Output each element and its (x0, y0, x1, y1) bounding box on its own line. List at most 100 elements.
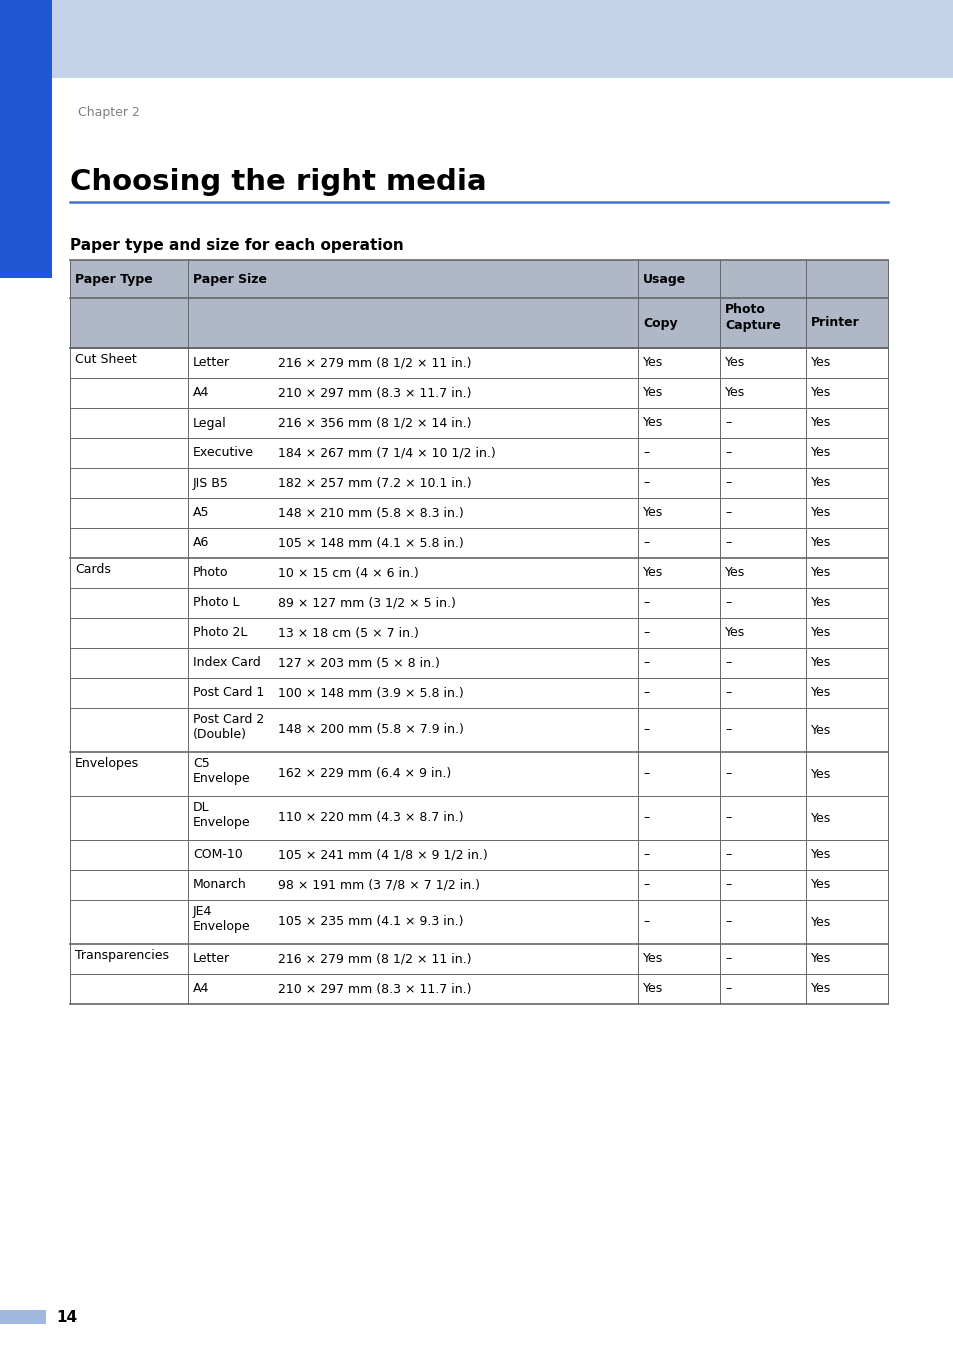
Text: –: – (642, 597, 649, 609)
Text: –: – (724, 446, 731, 460)
Bar (0, 78, 52, 278)
Text: –: – (724, 417, 731, 430)
Text: Yes: Yes (810, 446, 830, 460)
Text: Executive: Executive (193, 446, 253, 460)
Text: Yes: Yes (810, 387, 830, 399)
Text: –: – (642, 627, 649, 639)
Text: Yes: Yes (642, 356, 662, 369)
Text: 210 × 297 mm (8.3 × 11.7 in.): 210 × 297 mm (8.3 × 11.7 in.) (277, 983, 471, 996)
Text: Chapter 2: Chapter 2 (78, 106, 140, 119)
Text: Yes: Yes (810, 983, 830, 996)
Text: A6: A6 (193, 537, 209, 550)
Text: –: – (724, 537, 731, 550)
Text: Photo: Photo (193, 566, 229, 580)
Text: Yes: Yes (810, 811, 830, 825)
Text: 148 × 200 mm (5.8 × 7.9 in.): 148 × 200 mm (5.8 × 7.9 in.) (277, 724, 463, 736)
Text: 162 × 229 mm (6.4 × 9 in.): 162 × 229 mm (6.4 × 9 in.) (277, 767, 451, 780)
Text: JIS B5: JIS B5 (193, 476, 229, 489)
Bar (0, 0, 953, 78)
Text: Envelope: Envelope (193, 919, 251, 933)
Text: A4: A4 (193, 983, 209, 996)
Text: Yes: Yes (810, 879, 830, 891)
Text: Paper Size: Paper Size (193, 272, 267, 286)
Text: –: – (642, 915, 649, 929)
Text: JE4: JE4 (193, 905, 213, 918)
Text: A4: A4 (193, 387, 209, 399)
Text: Index Card: Index Card (193, 656, 260, 670)
Text: 105 × 235 mm (4.1 × 9.3 in.): 105 × 235 mm (4.1 × 9.3 in.) (277, 915, 463, 929)
Text: –: – (724, 915, 731, 929)
Text: Letter: Letter (193, 356, 230, 369)
Text: 127 × 203 mm (5 × 8 in.): 127 × 203 mm (5 × 8 in.) (277, 656, 439, 670)
Text: Yes: Yes (642, 507, 662, 519)
Text: Yes: Yes (810, 537, 830, 550)
Text: Envelope: Envelope (193, 772, 251, 785)
Text: Yes: Yes (810, 724, 830, 736)
Text: Yes: Yes (642, 983, 662, 996)
Text: –: – (642, 879, 649, 891)
Text: Paper Type: Paper Type (75, 272, 152, 286)
Text: –: – (724, 767, 731, 780)
Text: Yes: Yes (810, 953, 830, 965)
Text: Yes: Yes (810, 417, 830, 430)
Text: Yes: Yes (810, 356, 830, 369)
Text: Letter: Letter (193, 953, 230, 965)
Text: Legal: Legal (193, 417, 227, 430)
Text: Yes: Yes (724, 566, 744, 580)
Text: Monarch: Monarch (193, 879, 247, 891)
Text: (Double): (Double) (193, 728, 247, 741)
Text: –: – (724, 848, 731, 861)
Text: –: – (724, 983, 731, 996)
Text: –: – (642, 848, 649, 861)
Text: Yes: Yes (810, 507, 830, 519)
Text: Printer: Printer (810, 317, 859, 329)
Text: –: – (642, 686, 649, 700)
Text: 98 × 191 mm (3 7/8 × 7 1/2 in.): 98 × 191 mm (3 7/8 × 7 1/2 in.) (277, 879, 479, 891)
Bar (70, 348, 887, 1004)
Bar (0, 0, 52, 78)
Text: Post Card 1: Post Card 1 (193, 686, 264, 700)
Text: 184 × 267 mm (7 1/4 × 10 1/2 in.): 184 × 267 mm (7 1/4 × 10 1/2 in.) (277, 446, 496, 460)
Text: C5: C5 (193, 758, 210, 770)
Text: Cards: Cards (75, 563, 111, 576)
Text: Photo
Capture: Photo Capture (724, 303, 781, 332)
Bar (0, 1310, 46, 1324)
Text: Yes: Yes (724, 356, 744, 369)
Text: 182 × 257 mm (7.2 × 10.1 in.): 182 × 257 mm (7.2 × 10.1 in.) (277, 476, 471, 489)
Text: Yes: Yes (642, 953, 662, 965)
Text: –: – (642, 767, 649, 780)
Text: Yes: Yes (810, 566, 830, 580)
Text: –: – (642, 656, 649, 670)
Text: –: – (724, 879, 731, 891)
Text: Yes: Yes (642, 417, 662, 430)
Text: –: – (642, 476, 649, 489)
Text: –: – (724, 507, 731, 519)
Text: –: – (724, 724, 731, 736)
Text: Post Card 2: Post Card 2 (193, 713, 264, 727)
Bar (70, 260, 887, 348)
Text: Usage: Usage (642, 272, 685, 286)
Text: 148 × 210 mm (5.8 × 8.3 in.): 148 × 210 mm (5.8 × 8.3 in.) (277, 507, 463, 519)
Text: Envelopes: Envelopes (75, 758, 139, 770)
Text: Yes: Yes (810, 767, 830, 780)
Text: –: – (724, 597, 731, 609)
Text: Yes: Yes (810, 656, 830, 670)
Text: 105 × 241 mm (4 1/8 × 9 1/2 in.): 105 × 241 mm (4 1/8 × 9 1/2 in.) (277, 848, 487, 861)
Text: –: – (642, 446, 649, 460)
Text: Photo L: Photo L (193, 597, 239, 609)
Text: –: – (724, 656, 731, 670)
Text: Yes: Yes (810, 686, 830, 700)
Text: –: – (642, 537, 649, 550)
Text: DL: DL (193, 801, 210, 814)
Text: 210 × 297 mm (8.3 × 11.7 in.): 210 × 297 mm (8.3 × 11.7 in.) (277, 387, 471, 399)
Text: 13 × 18 cm (5 × 7 in.): 13 × 18 cm (5 × 7 in.) (277, 627, 418, 639)
Text: Envelope: Envelope (193, 816, 251, 829)
Text: Yes: Yes (724, 627, 744, 639)
Text: –: – (724, 476, 731, 489)
Text: Cut Sheet: Cut Sheet (75, 353, 136, 367)
Text: Yes: Yes (810, 848, 830, 861)
Text: Yes: Yes (810, 476, 830, 489)
Text: Transparencies: Transparencies (75, 949, 169, 962)
Text: 216 × 279 mm (8 1/2 × 11 in.): 216 × 279 mm (8 1/2 × 11 in.) (277, 356, 471, 369)
Text: 14: 14 (56, 1309, 77, 1325)
